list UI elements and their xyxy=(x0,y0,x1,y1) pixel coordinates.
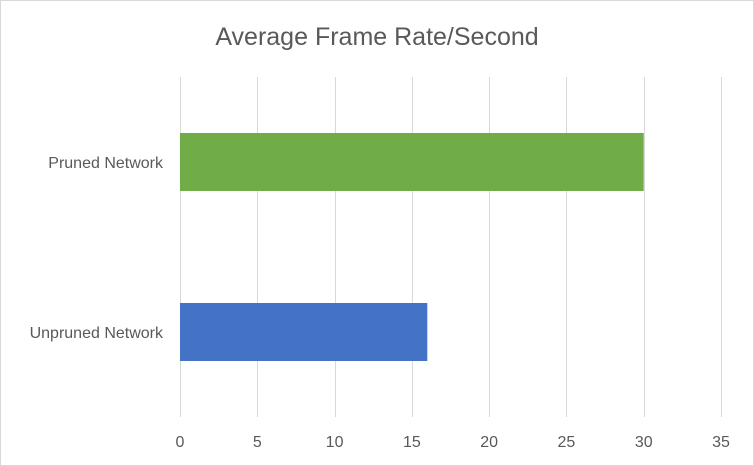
bars xyxy=(180,133,644,361)
bar-unpruned-network xyxy=(180,303,428,361)
x-tick-label: 35 xyxy=(712,434,730,451)
x-tick-label: 30 xyxy=(635,434,653,451)
y-axis-categories: Pruned Network Unpruned Network xyxy=(30,155,164,342)
chart-title: Average Frame Rate/Second xyxy=(215,23,538,51)
bar-pruned-network xyxy=(180,133,644,191)
x-axis-ticks: 0 5 10 15 20 25 30 35 xyxy=(176,434,730,451)
gridlines xyxy=(180,77,722,417)
x-tick-label: 25 xyxy=(558,434,576,451)
category-label: Unpruned Network xyxy=(30,325,164,342)
x-tick-label: 0 xyxy=(176,434,185,451)
x-tick-label: 5 xyxy=(253,434,262,451)
category-label: Pruned Network xyxy=(48,155,164,172)
x-tick-label: 10 xyxy=(326,434,344,451)
x-tick-label: 20 xyxy=(480,434,498,451)
x-tick-label: 15 xyxy=(403,434,421,451)
